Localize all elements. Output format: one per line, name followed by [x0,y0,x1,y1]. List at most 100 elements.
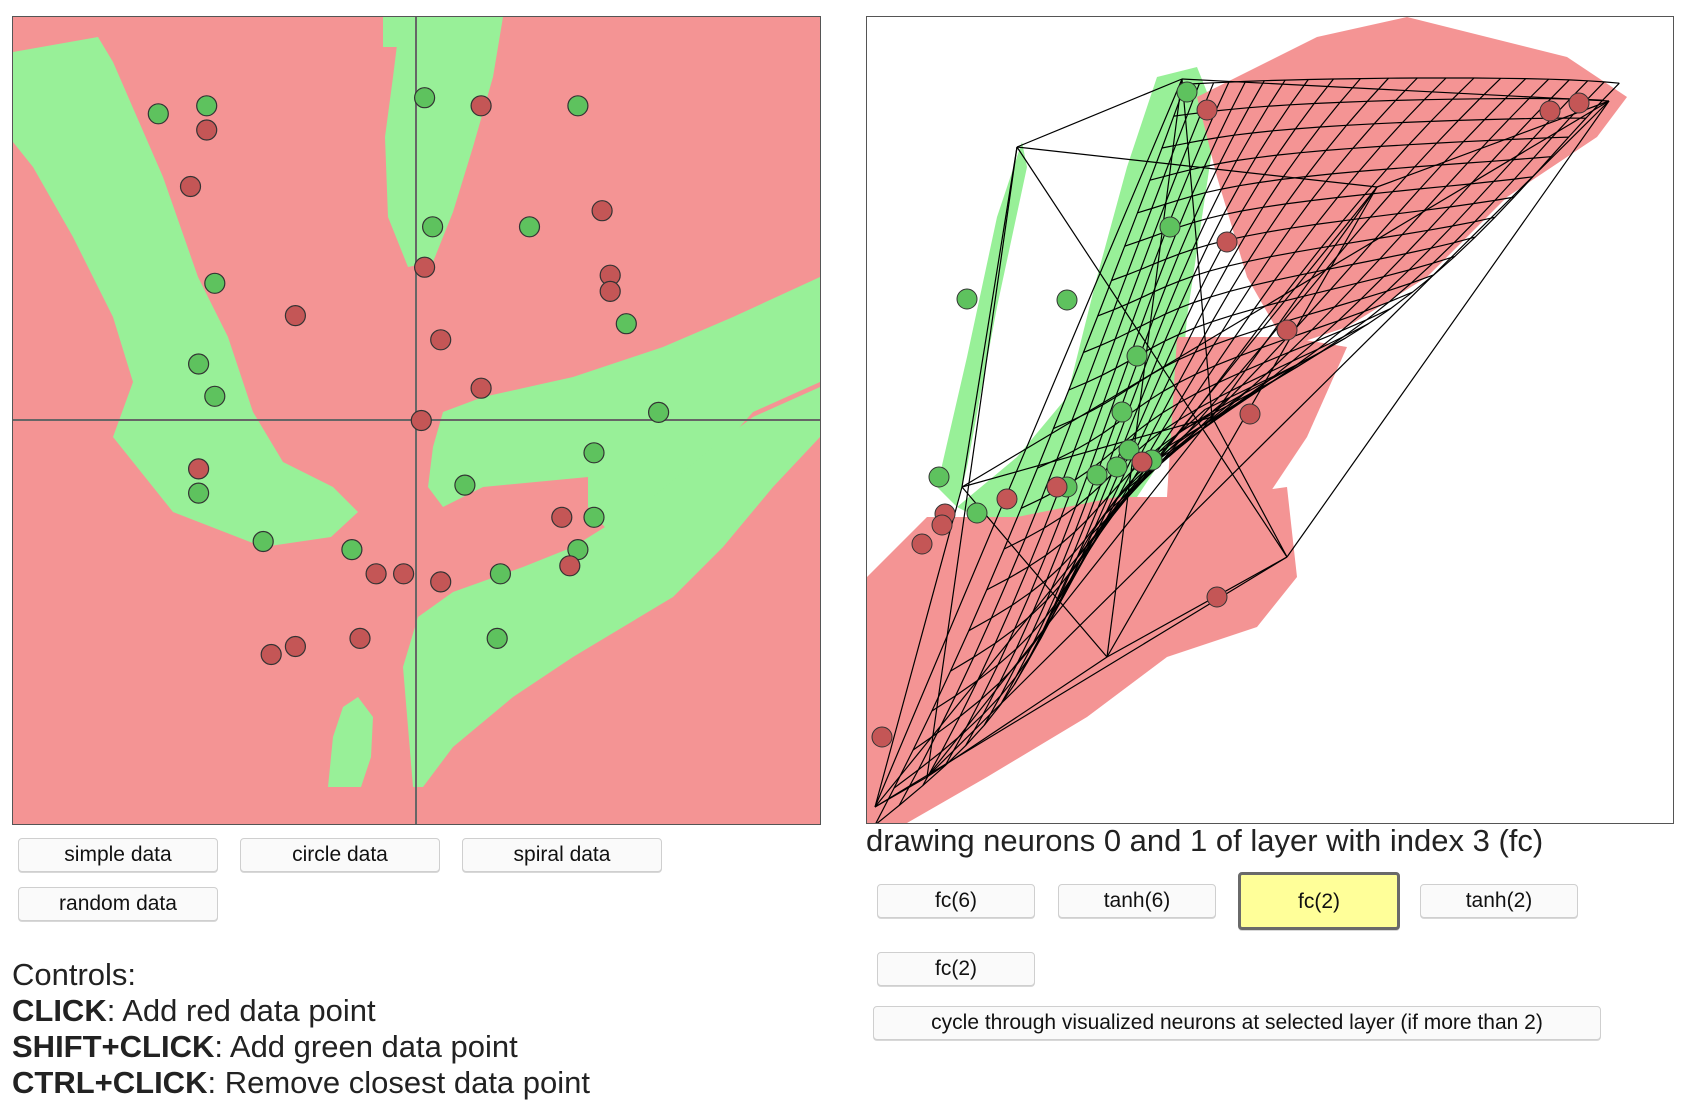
mesh-line [1181,78,1213,418]
mesh-line [1137,79,1570,474]
mesh-line [1016,146,1378,188]
controls-help: Controls: CLICK: Add red data point SHIF… [12,957,590,1101]
data-point-red[interactable] [410,409,432,432]
data-point-red[interactable] [349,627,371,650]
data-point-green[interactable] [647,401,670,423]
data-point-red[interactable] [284,635,306,658]
cycle-neurons-button[interactable]: cycle through visualized neurons at sele… [873,1006,1601,1040]
click-key: CLICK [12,993,107,1028]
data-point-green[interactable] [188,353,210,375]
mesh-line [1376,100,1610,188]
mesh-line [961,416,1213,488]
transformed-point-green [956,288,978,310]
transformed-point-red [1206,586,1228,608]
transformed-point-green [928,466,950,488]
transformed-point-green [1118,439,1140,461]
circle-data-button[interactable]: circle data [240,838,440,872]
transformed-point-red [1046,476,1068,498]
transformed-point-green [1159,216,1181,238]
data-point-red[interactable] [284,305,306,327]
transformed-point-red [911,533,933,555]
data-point-red[interactable] [430,329,452,351]
layer-button-fc-2-selected[interactable]: fc(2) [1238,872,1400,930]
transformed-point-red [1131,451,1153,473]
layer-button-tanh-2[interactable]: tanh(2) [1420,884,1578,918]
transformed-grid-wireframe [874,77,1620,823]
transformed-point-red [1239,403,1261,425]
mesh-line [1083,236,1476,353]
transformed-point-red [871,726,893,748]
data-point-green[interactable] [188,482,210,504]
mesh-line [1106,556,1288,658]
mesh-line [1106,186,1378,658]
data-point-red[interactable] [188,458,210,480]
data-point-green[interactable] [489,563,511,585]
simple-data-button[interactable]: simple data [18,838,218,872]
spiral-data-button[interactable]: spiral data [462,838,662,872]
neuron-space-canvas[interactable] [866,16,1674,824]
data-point-green[interactable] [204,385,226,407]
data-point-red[interactable] [179,175,202,198]
data-point-red[interactable] [470,95,492,117]
mesh-line [926,146,1018,778]
mesh-line [1137,156,1552,214]
data-point-green[interactable] [583,506,605,528]
data-point-green[interactable] [252,530,274,553]
ctrl-click-key: CTRL+CLICK [12,1065,208,1100]
layer-button-fc-2-output[interactable]: fc(2) [877,952,1035,986]
layer-button-fc-6[interactable]: fc(6) [877,884,1035,918]
data-point-red[interactable] [414,256,436,278]
mesh-line [1173,97,1603,117]
data-point-green[interactable] [486,627,508,650]
controls-shift-row: SHIFT+CLICK: Add green data point [12,1029,590,1065]
data-point-red[interactable] [599,280,621,302]
mesh-line [1016,146,1288,558]
transformed-point-red [1196,99,1218,121]
layer-button-tanh-6[interactable]: tanh(6) [1058,884,1216,918]
data-point-green[interactable] [196,95,218,117]
ctrl-click-description: : Remove closest data point [207,1065,591,1100]
mesh-line [874,186,1378,808]
mesh-line [1181,81,1605,432]
data-point-green[interactable] [341,538,363,561]
data-point-green[interactable] [567,95,589,117]
data-point-red[interactable] [591,200,613,222]
green-regions [13,17,820,787]
transformed-point-red [1539,100,1561,122]
data-point-red[interactable] [470,377,492,399]
transformed-point-green [1111,401,1133,423]
decision-boundary-plot[interactable] [13,17,820,824]
data-point-red[interactable] [430,571,452,593]
transformed-point-green [1176,81,1198,103]
data-point-red[interactable] [393,563,415,585]
shift-click-description: : Add green data point [214,1029,518,1064]
mesh-line [1286,100,1610,558]
transformed-point-red [996,488,1018,510]
mesh-line [961,100,1610,488]
region-green-small-blob [328,697,373,787]
data-point-green[interactable] [422,216,444,238]
mesh-line [1211,186,1378,418]
data-point-green[interactable] [615,313,637,335]
random-data-button[interactable]: random data [18,887,218,921]
mesh-line [1161,117,1586,149]
data-point-green[interactable] [204,272,226,294]
mesh-line [1053,274,1435,430]
data-point-green[interactable] [454,474,476,496]
data-point-green[interactable] [583,442,605,464]
data-point-red[interactable] [365,563,387,585]
mesh-line [1211,416,1288,558]
data-point-red[interactable] [196,119,218,141]
data-point-red[interactable] [260,643,282,666]
data-point-red[interactable] [551,506,573,528]
shift-click-key: SHIFT+CLICK [12,1029,215,1064]
mesh-line [1068,255,1455,391]
data-point-green[interactable] [518,216,541,238]
transformed-point-green [1086,464,1108,486]
decision-boundary-canvas[interactable] [12,16,821,825]
data-point-green[interactable] [414,87,436,109]
controls-click-row: CLICK: Add red data point [12,993,590,1029]
data-point-green[interactable] [147,103,169,125]
data-point-red[interactable] [559,555,581,577]
